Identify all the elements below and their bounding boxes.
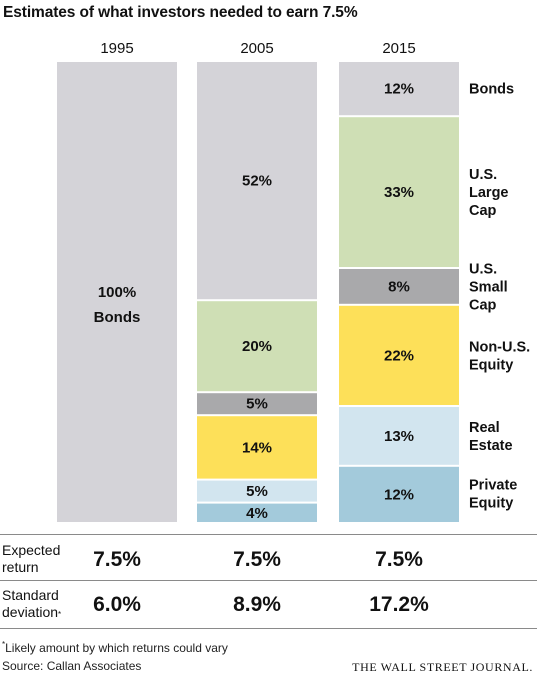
category-label: Equity — [469, 495, 513, 511]
segment-label-2015: 8% — [388, 278, 410, 295]
std-dev-1995: 6.0% — [93, 593, 141, 616]
bar-segment-2015 — [339, 305, 459, 405]
bar-segment-2005 — [197, 416, 317, 479]
category-label: Cap — [469, 297, 497, 313]
category-label: U.S. — [469, 167, 497, 183]
segment-label-2005: 20% — [242, 338, 272, 355]
expected-return-label: Expected return — [2, 542, 61, 575]
segment-label-2005: 5% — [246, 396, 268, 413]
category-label: Real — [469, 420, 500, 436]
segment-label-2005: 4% — [246, 505, 268, 522]
bar-segment-2005 — [197, 62, 317, 300]
segment-label-2005: 52% — [242, 173, 272, 190]
segment-label-2015: 22% — [384, 347, 414, 364]
expected-return-2005: 7.5% — [233, 548, 281, 571]
stacked-bar-chart: 1995 100% 2005 52% 20% 5% 14% 5% 4% 2015 12% 33% 8% 2… — [57, 40, 530, 522]
bar-segment-2015 — [339, 62, 459, 116]
category-label: U.S. — [469, 261, 497, 277]
std-dev-2015: 17.2% — [369, 593, 429, 616]
bar-segment-2015 — [339, 269, 459, 304]
segment-label-2005: 5% — [246, 483, 268, 500]
divider-top — [0, 534, 537, 535]
bar-segment-2015 — [339, 407, 459, 465]
category-label: Estate — [469, 438, 513, 454]
bar-segment-2005 — [197, 301, 317, 392]
category-label: Cap — [469, 203, 497, 219]
category-label: Bonds — [469, 82, 514, 98]
segment-label-2005: 14% — [242, 439, 272, 456]
year-label-2005: 2005 — [240, 40, 273, 57]
std-dev-2005: 8.9% — [233, 593, 281, 616]
category-label: Large — [469, 185, 509, 201]
category-label: Small — [469, 279, 508, 295]
bar-segment-2005 — [197, 393, 317, 415]
expected-return-1995: 7.5% — [93, 548, 141, 571]
bar-segment-2005 — [197, 480, 317, 502]
divider-middle — [0, 580, 537, 581]
year-label-2015: 2015 — [382, 40, 415, 57]
divider-bottom — [0, 628, 537, 629]
category-label: Private — [469, 477, 517, 493]
segment-label-2015: 12% — [384, 81, 414, 98]
category-label: Equity — [469, 357, 513, 373]
segment-label-2015: 12% — [384, 486, 414, 503]
publisher-logo: THE WALL STREET JOURNAL. — [352, 660, 533, 674]
segment-label-2015: 13% — [384, 428, 414, 445]
source-note: Source: Callan Associates — [2, 659, 142, 673]
bar-segment-2015 — [339, 466, 459, 522]
standard-deviation-label: Standard deviation* — [2, 587, 62, 620]
bar-segment-1995 — [57, 62, 177, 522]
bar-segment-2005 — [197, 503, 317, 522]
bar-segment-2015 — [339, 117, 459, 267]
chart-title: Estimates of what investors needed to ea… — [3, 4, 358, 21]
segment-label-1995: 100% — [98, 284, 136, 301]
year-label-1995: 1995 — [100, 40, 133, 57]
segment-sublabel-1995: Bonds — [94, 309, 141, 326]
segment-label-2015: 33% — [384, 184, 414, 201]
expected-return-2015: 7.5% — [375, 548, 423, 571]
footnote: *Likely amount by which returns could va… — [2, 640, 228, 655]
category-label: Non-U.S. — [469, 339, 530, 355]
